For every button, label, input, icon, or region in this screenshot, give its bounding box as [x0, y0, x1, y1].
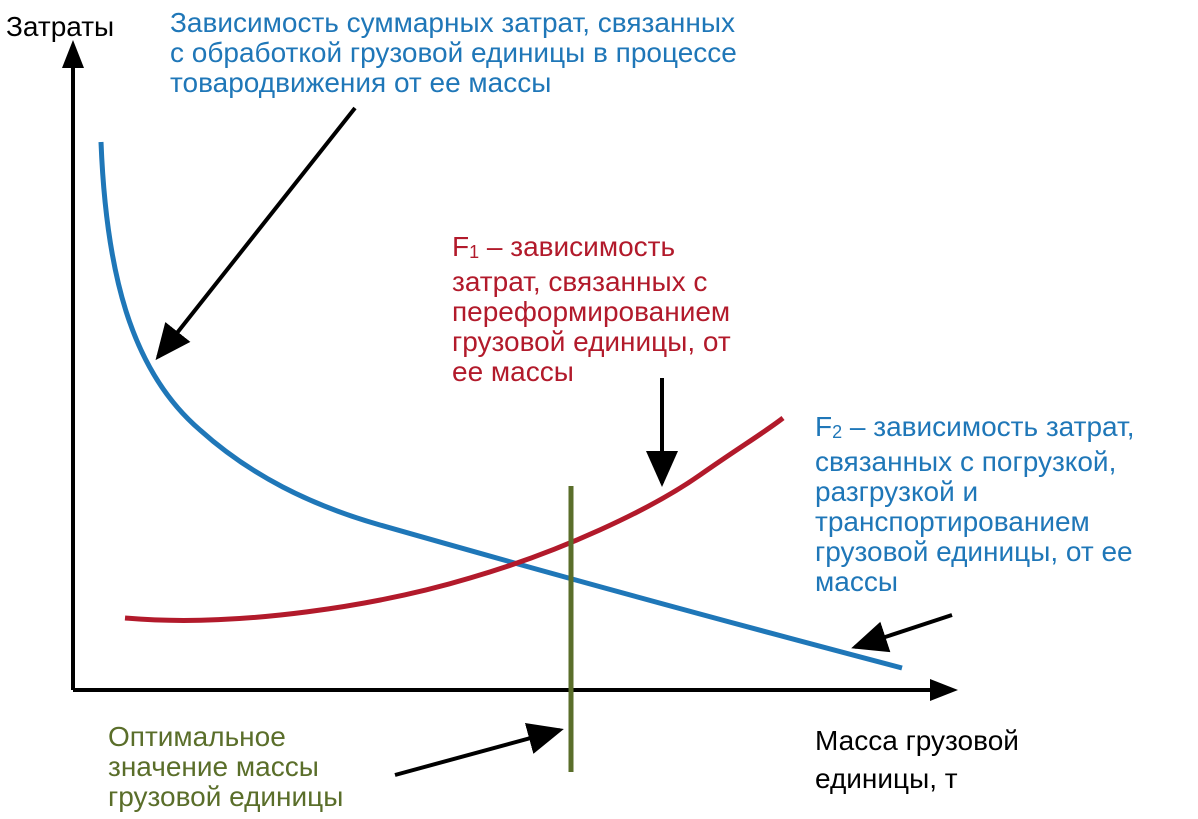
x-axis-label: Масса грузовой единицы, т [815, 722, 1019, 798]
optimum-mass-label: Оптимальное значение массы грузовой един… [108, 722, 343, 812]
f1-label-rest: – зависимость [479, 231, 676, 262]
optimum-label-line: грузовой единицы [108, 781, 344, 812]
y-axis-arrowhead [62, 40, 84, 68]
total-curve-label-line: Зависимость суммарных затрат, связанных [170, 7, 735, 38]
total-curve-label-line: товародвижения от ее массы [170, 67, 552, 98]
f2-subscript: 2 [832, 422, 843, 442]
f2-label-line: грузовой единицы, от ее [815, 536, 1133, 567]
f2-curve-label: F2 – зависимость затрат, связанных с пог… [815, 412, 1134, 597]
optimum-label-line: значение массы [108, 751, 319, 782]
optimum-pointer-arrow [394, 722, 564, 777]
f2-label-line: разгрузкой и [815, 476, 979, 507]
total-curve-label: Зависимость суммарных затрат, связанных … [170, 8, 737, 98]
f1-subscript: 1 [469, 242, 480, 262]
x-axis-arrowhead [930, 679, 958, 701]
f2-label-line: транспортированием [815, 506, 1090, 537]
optimum-label-line: Оптимальное [108, 721, 286, 752]
total-cost-curve [98, 141, 903, 671]
f1-label-line: ее массы [452, 356, 574, 387]
f2-label-line: массы [815, 566, 898, 597]
f2-curve-pointer-arrow [851, 613, 953, 653]
total-curve-pointer-arrow [155, 106, 357, 361]
x-axis-label-line: единицы, т [815, 763, 958, 794]
f1-label-line: грузовой единицы, от [452, 326, 731, 357]
f2-label-line: связанных с погрузкой, [815, 446, 1117, 477]
f2-symbol: F [815, 411, 833, 442]
y-axis-label: Затраты [6, 11, 115, 42]
x-axis-label-line: Масса грузовой [815, 725, 1019, 756]
f1-label-line-1: F1 – зависимость [452, 232, 731, 267]
f1-label-line: затрат, связанных с [452, 266, 708, 297]
f1-curve-label: F1 – зависимость затрат, связанных с пер… [452, 232, 731, 387]
f2-label-line-1: F2 – зависимость затрат, [815, 412, 1134, 447]
f2-label-rest: – зависимость затрат, [842, 411, 1135, 442]
total-curve-label-line: с обработкой грузовой единицы в процессе [170, 37, 737, 68]
f1-label-line: переформированием [452, 296, 731, 327]
f1-cost-curve [124, 416, 785, 623]
f1-symbol: F [452, 231, 470, 262]
